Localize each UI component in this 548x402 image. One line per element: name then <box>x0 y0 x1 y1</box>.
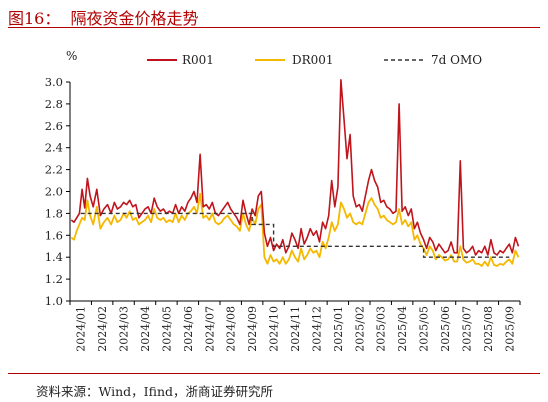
x-tick-label: 2024/04 <box>139 306 152 352</box>
legend-label-omo: 7d OMO <box>431 53 482 67</box>
source-note: 资料来源：Wind，Ifind，浙商证券研究所 <box>36 384 274 399</box>
x-tick-label: 2024/10 <box>268 306 281 352</box>
y-tick-label: 2.8 <box>45 97 63 111</box>
series-line-r001 <box>70 79 520 256</box>
y-tick-label: 1.8 <box>45 206 63 220</box>
y-tick-label: 1.2 <box>45 272 63 286</box>
source-divider <box>8 373 540 374</box>
x-tick-label: 2024/01 <box>75 306 88 352</box>
legend: R001 DR001 7d OMO <box>147 53 482 67</box>
x-tick-label: 2024/05 <box>160 306 173 352</box>
x-tick-label: 2024/08 <box>225 306 238 352</box>
y-tick-label: 1.0 <box>45 294 63 308</box>
y-tick-label: 3.0 <box>45 75 63 89</box>
series-line-dr001 <box>70 192 520 267</box>
x-tick-label: 2024/07 <box>203 306 216 352</box>
x-tick-label: 2025/02 <box>353 306 366 352</box>
y-tick-label: 2.6 <box>45 119 63 133</box>
y-tick-label: 2.0 <box>45 185 63 199</box>
x-tick-label: 2024/06 <box>182 306 195 352</box>
x-tick-label: 2025/05 <box>418 306 431 352</box>
y-tick-label: 1.4 <box>45 250 63 264</box>
series-layer <box>70 79 520 267</box>
axes: 1.0 1.2 1.4 1.6 1.8 2.0 2.2 2.4 2.6 2.8 3.0 2024/01… <box>45 75 521 352</box>
y-tick-label: 1.6 <box>45 228 63 242</box>
x-tick-label: 2025/06 <box>439 306 452 352</box>
line-chart: % R001 DR001 7d OMO 1.0 1.2 1.4 1.6 1.8 2.0 2.… <box>45 49 521 352</box>
y-tick-label: 2.4 <box>45 141 63 155</box>
x-tick-label: 2024/09 <box>246 306 259 352</box>
x-tick-label: 2025/04 <box>396 306 409 352</box>
x-tick-label: 2024/02 <box>96 306 109 352</box>
figure-title: 图16： 隔夜资金价格走势 <box>8 9 199 28</box>
x-tick-label: 2024/03 <box>118 306 131 352</box>
x-tick-label: 2024/12 <box>310 306 323 352</box>
x-tick-label: 2025/07 <box>460 306 473 352</box>
legend-label-r001: R001 <box>182 53 214 67</box>
x-tick-label: 2025/03 <box>375 306 388 352</box>
x-tick-label: 2025/08 <box>482 306 495 352</box>
x-tick-label: 2024/11 <box>289 306 302 352</box>
x-tick-label: 2025/01 <box>332 306 345 352</box>
x-tick-label: 2025/09 <box>503 306 516 352</box>
title-divider <box>8 27 540 28</box>
y-unit-label: % <box>66 49 77 63</box>
legend-label-dr001: DR001 <box>292 53 334 67</box>
y-tick-label: 2.2 <box>45 163 63 177</box>
